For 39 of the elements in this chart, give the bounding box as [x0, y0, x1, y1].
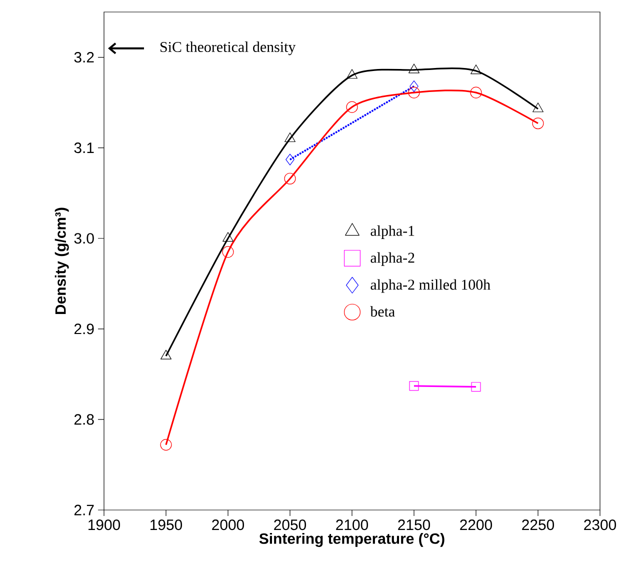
x-tick-label: 2150 — [398, 520, 430, 530]
y-tick-label: 3.2 — [74, 52, 94, 63]
point — [410, 80, 418, 92]
legend-label: alpha-2 milled 100h — [370, 279, 490, 293]
x-tick-label: 2250 — [522, 520, 554, 530]
y-tick-label: 3.0 — [74, 233, 94, 244]
point — [532, 118, 544, 130]
legend-label: alpha-1 — [370, 225, 414, 239]
legend-label: beta — [370, 306, 395, 317]
point — [408, 64, 420, 74]
point — [470, 64, 482, 74]
y-tick-label: 2.9 — [74, 324, 94, 334]
point — [408, 86, 420, 98]
x-tick-label: 2050 — [274, 520, 306, 530]
annotation: SiC theoretical density — [160, 42, 296, 56]
x-tick-label: 2000 — [212, 520, 244, 530]
point — [409, 381, 419, 391]
point — [346, 101, 358, 113]
point — [471, 382, 481, 392]
point — [532, 102, 544, 112]
legend-label: alpha-2 — [370, 252, 414, 266]
point — [286, 154, 294, 166]
x-axis-title: Sintering temperature (°C) — [259, 532, 444, 547]
point — [284, 172, 296, 184]
point — [222, 246, 234, 258]
y-axis-title: Density (g/cm³) — [54, 208, 69, 314]
x-tick-label: 2300 — [584, 520, 616, 530]
x-tick-label: 1900 — [88, 520, 120, 530]
y-tick-label: 2.8 — [74, 414, 94, 425]
y-tick-label: 2.7 — [74, 504, 94, 516]
point — [470, 86, 482, 98]
y-tick-label: 3.1 — [74, 142, 94, 154]
point — [346, 69, 358, 79]
x-tick-label: 1950 — [150, 520, 182, 530]
point — [222, 232, 234, 242]
x-tick-label: 2200 — [460, 520, 492, 530]
point — [284, 132, 296, 142]
point — [160, 439, 172, 451]
x-tick-label: 2100 — [336, 520, 368, 530]
